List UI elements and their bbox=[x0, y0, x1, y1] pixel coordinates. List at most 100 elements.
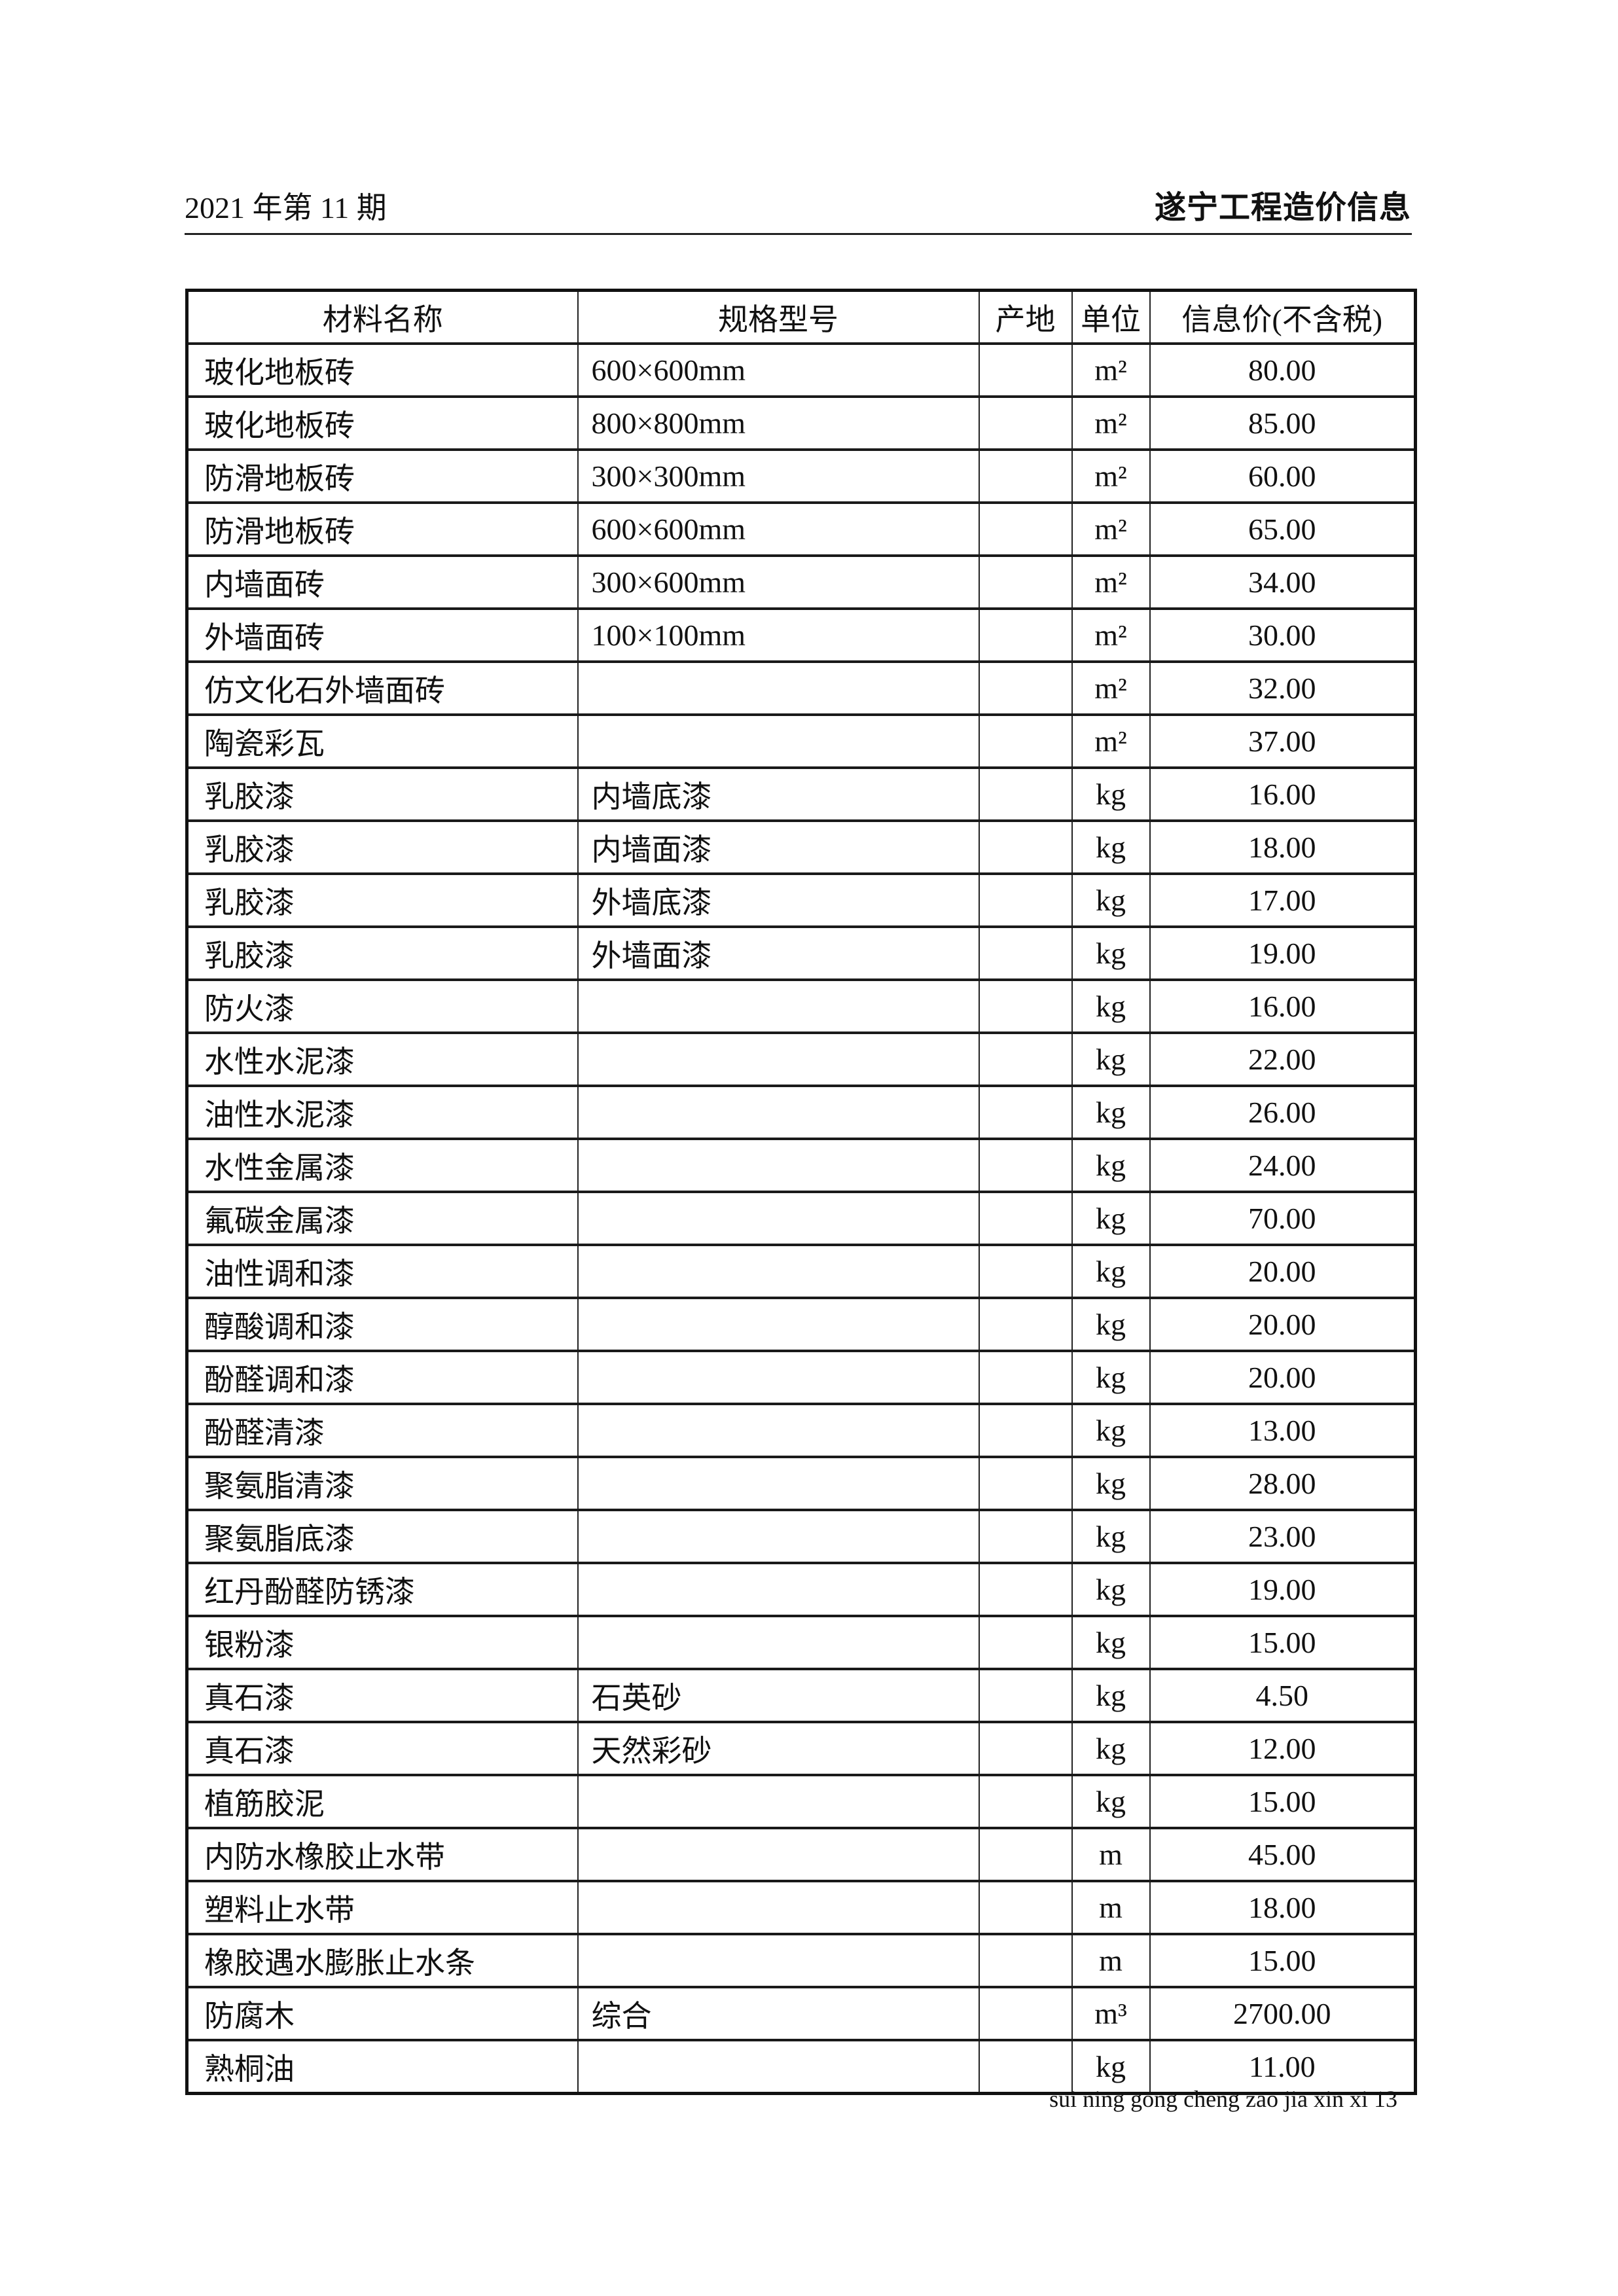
origin-cell bbox=[978, 1986, 1073, 2041]
origin-cell bbox=[978, 1509, 1073, 1564]
spec-cell bbox=[577, 1615, 980, 1670]
unit-cell: m³ bbox=[1071, 1986, 1151, 2041]
material-name-cell: 水性水泥漆 bbox=[186, 1031, 579, 1087]
material-name-cell: 玻化地板砖 bbox=[186, 342, 579, 398]
origin-cell bbox=[978, 1403, 1073, 1458]
origin-cell bbox=[978, 1031, 1073, 1087]
unit-cell: m bbox=[1071, 1933, 1151, 1988]
price-cell: 32.00 bbox=[1149, 660, 1416, 716]
unit-cell: m² bbox=[1071, 395, 1151, 451]
table-row: 水性水泥漆 kg 22.00 bbox=[186, 1031, 1416, 1087]
price-cell: 70.00 bbox=[1149, 1191, 1416, 1246]
unit-cell: kg bbox=[1071, 1244, 1151, 1299]
spec-cell bbox=[577, 1031, 980, 1087]
price-cell: 28.00 bbox=[1149, 1456, 1416, 1511]
table-row: 水性金属漆 kg 24.00 bbox=[186, 1138, 1416, 1193]
origin-cell bbox=[978, 925, 1073, 981]
origin-cell bbox=[978, 395, 1073, 451]
table-row: 玻化地板砖 600×600mm m² 80.00 bbox=[186, 342, 1416, 398]
price-cell: 18.00 bbox=[1149, 1880, 1416, 1935]
table-row: 防滑地板砖 600×600mm m² 65.00 bbox=[186, 501, 1416, 557]
material-name-cell: 乳胶漆 bbox=[186, 925, 579, 981]
column-header-name: 材料名称 bbox=[186, 289, 579, 345]
price-cell: 34.00 bbox=[1149, 554, 1416, 610]
spec-cell bbox=[577, 1456, 980, 1511]
origin-cell bbox=[978, 1350, 1073, 1405]
price-cell: 65.00 bbox=[1149, 501, 1416, 557]
origin-cell bbox=[978, 1297, 1073, 1352]
material-name-cell: 防滑地板砖 bbox=[186, 448, 579, 504]
table-header-row: 材料名称 规格型号 产地 单位 信息价(不含税) bbox=[186, 289, 1416, 345]
price-cell: 16.00 bbox=[1149, 978, 1416, 1034]
material-name-cell: 银粉漆 bbox=[186, 1615, 579, 1670]
table-row: 植筋胶泥 kg 15.00 bbox=[186, 1774, 1416, 1829]
spec-cell: 600×600mm bbox=[577, 501, 980, 557]
spec-cell: 600×600mm bbox=[577, 342, 980, 398]
unit-cell: m bbox=[1071, 1827, 1151, 1882]
spec-cell: 外墙底漆 bbox=[577, 872, 980, 928]
price-cell: 11.00 bbox=[1149, 2039, 1416, 2095]
material-name-cell: 聚氨脂清漆 bbox=[186, 1456, 579, 1511]
unit-cell: kg bbox=[1071, 1297, 1151, 1352]
material-name-cell: 乳胶漆 bbox=[186, 819, 579, 875]
unit-cell: kg bbox=[1071, 1615, 1151, 1670]
material-name-cell: 酚醛清漆 bbox=[186, 1403, 579, 1458]
origin-cell bbox=[978, 1244, 1073, 1299]
material-name-cell: 氟碳金属漆 bbox=[186, 1191, 579, 1246]
price-cell: 20.00 bbox=[1149, 1297, 1416, 1352]
origin-cell bbox=[978, 819, 1073, 875]
spec-cell bbox=[577, 660, 980, 716]
material-name-cell: 真石漆 bbox=[186, 1668, 579, 1723]
unit-cell: kg bbox=[1071, 1721, 1151, 1776]
page-footer: sui ning gong cheng zao jia xin xi 13 bbox=[1049, 2086, 1397, 2112]
material-name-cell: 植筋胶泥 bbox=[186, 1774, 579, 1829]
table-row: 银粉漆 kg 15.00 bbox=[186, 1615, 1416, 1670]
header-divider bbox=[185, 233, 1412, 235]
material-name-cell: 橡胶遇水膨胀止水条 bbox=[186, 1933, 579, 1988]
spec-cell bbox=[577, 1827, 980, 1882]
origin-cell bbox=[978, 1827, 1073, 1882]
spec-cell: 综合 bbox=[577, 1986, 980, 2041]
table-row: 红丹酚醛防锈漆 kg 19.00 bbox=[186, 1562, 1416, 1617]
table-row: 酚醛清漆 kg 13.00 bbox=[186, 1403, 1416, 1458]
spec-cell: 内墙面漆 bbox=[577, 819, 980, 875]
origin-cell bbox=[978, 1615, 1073, 1670]
material-name-cell: 陶瓷彩瓦 bbox=[186, 713, 579, 769]
spec-cell bbox=[577, 1774, 980, 1829]
spec-cell bbox=[577, 1403, 980, 1458]
spec-cell bbox=[577, 1085, 980, 1140]
price-cell: 2700.00 bbox=[1149, 1986, 1416, 2041]
spec-cell bbox=[577, 1297, 980, 1352]
material-name-cell: 防滑地板砖 bbox=[186, 501, 579, 557]
table-row: 内防水橡胶止水带 m 45.00 bbox=[186, 1827, 1416, 1882]
origin-cell bbox=[978, 1138, 1073, 1193]
unit-cell: kg bbox=[1071, 1191, 1151, 1246]
price-cell: 15.00 bbox=[1149, 1774, 1416, 1829]
origin-cell bbox=[978, 978, 1073, 1034]
table-row: 防滑地板砖 300×300mm m² 60.00 bbox=[186, 448, 1416, 504]
price-cell: 37.00 bbox=[1149, 713, 1416, 769]
price-cell: 19.00 bbox=[1149, 1562, 1416, 1617]
material-name-cell: 真石漆 bbox=[186, 1721, 579, 1776]
unit-cell: m² bbox=[1071, 448, 1151, 504]
table-row: 真石漆 石英砂 kg 4.50 bbox=[186, 1668, 1416, 1723]
origin-cell bbox=[978, 1880, 1073, 1935]
material-name-cell: 塑料止水带 bbox=[186, 1880, 579, 1935]
price-cell: 80.00 bbox=[1149, 342, 1416, 398]
table-row: 外墙面砖 100×100mm m² 30.00 bbox=[186, 607, 1416, 663]
material-name-cell: 油性水泥漆 bbox=[186, 1085, 579, 1140]
table-row: 乳胶漆 外墙面漆 kg 19.00 bbox=[186, 925, 1416, 981]
spec-cell bbox=[577, 1509, 980, 1564]
table-row: 橡胶遇水膨胀止水条 m 15.00 bbox=[186, 1933, 1416, 1988]
spec-cell bbox=[577, 1880, 980, 1935]
unit-cell: kg bbox=[1071, 1774, 1151, 1829]
origin-cell bbox=[978, 554, 1073, 610]
unit-cell: kg bbox=[1071, 1509, 1151, 1564]
unit-cell: kg bbox=[1071, 1456, 1151, 1511]
table-row: 乳胶漆 内墙底漆 kg 16.00 bbox=[186, 766, 1416, 822]
spec-cell: 内墙底漆 bbox=[577, 766, 980, 822]
spec-cell: 300×300mm bbox=[577, 448, 980, 504]
price-cell: 15.00 bbox=[1149, 1615, 1416, 1670]
material-name-cell: 乳胶漆 bbox=[186, 872, 579, 928]
table-row: 乳胶漆 外墙底漆 kg 17.00 bbox=[186, 872, 1416, 928]
